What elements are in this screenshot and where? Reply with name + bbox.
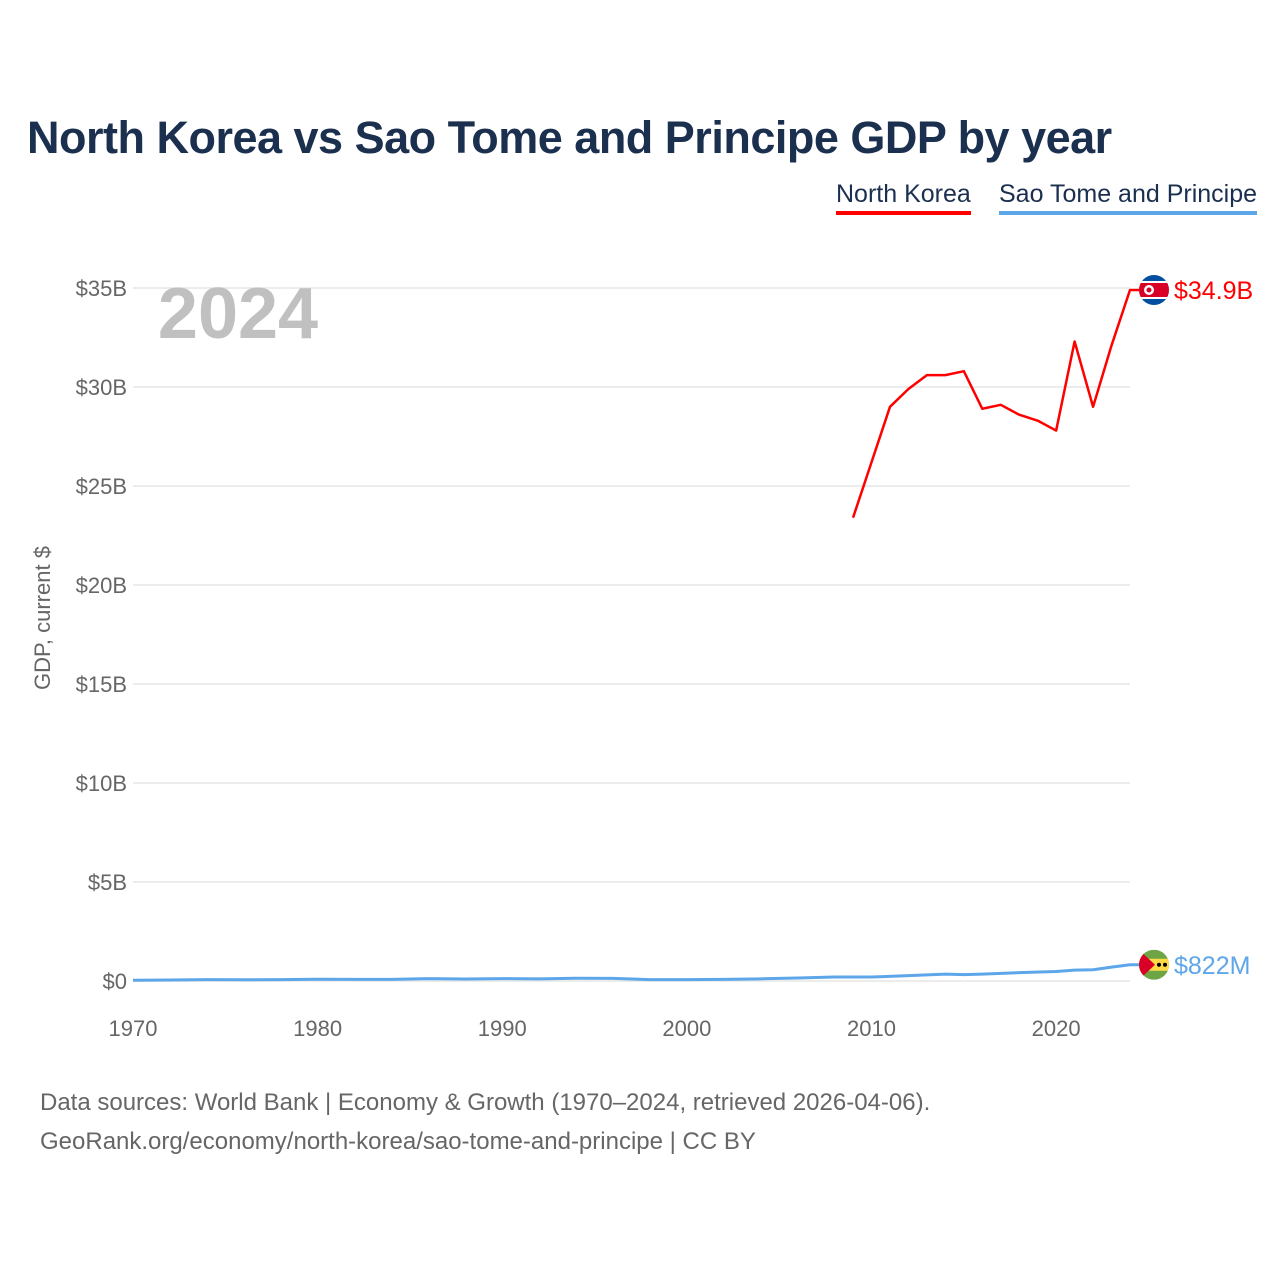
y-axis-label: GDP, current $ — [30, 546, 55, 690]
series-line-sao-tome — [132, 963, 1142, 982]
source-note: Data sources: World Bank | Economy & Gro… — [40, 1083, 930, 1161]
y-tick-label: $5B — [88, 870, 127, 895]
year-label: 2024 — [158, 274, 318, 354]
y-tick-label: $25B — [76, 474, 127, 499]
legend-sao-tome[interactable]: Sao Tome and Principe — [999, 180, 1258, 215]
y-tick-label: $15B — [76, 672, 127, 697]
x-tick-label: 1970 — [109, 1016, 158, 1041]
end-value-label: $34.9B — [1174, 277, 1253, 305]
x-tick-label: 1980 — [293, 1016, 342, 1041]
legend-north-korea[interactable]: North Korea — [836, 180, 971, 215]
source-line-2[interactable]: GeoRank.org/economy/north-korea/sao-tome… — [40, 1128, 756, 1155]
north-korea-flag-icon — [1139, 274, 1169, 305]
chart-title: North Korea vs Sao Tome and Principe GDP… — [27, 112, 1112, 163]
y-tick-label: $35B — [76, 276, 127, 301]
y-tick-label: $0 — [103, 969, 127, 994]
series-line-north-korea — [851, 288, 1142, 519]
x-tick-label: 2000 — [662, 1016, 711, 1041]
sao-tome-flag-icon — [1139, 949, 1169, 980]
y-tick-label: $30B — [76, 375, 127, 400]
y-tick-label: $10B — [76, 771, 127, 796]
y-tick-label: $20B — [76, 573, 127, 598]
x-tick-label: 1990 — [478, 1016, 527, 1041]
x-tick-label: 2010 — [847, 1016, 896, 1041]
x-tick-label: 2020 — [1032, 1016, 1081, 1041]
end-value-label: $822M — [1174, 952, 1250, 980]
source-line-1: Data sources: World Bank | Economy & Gro… — [40, 1089, 931, 1116]
